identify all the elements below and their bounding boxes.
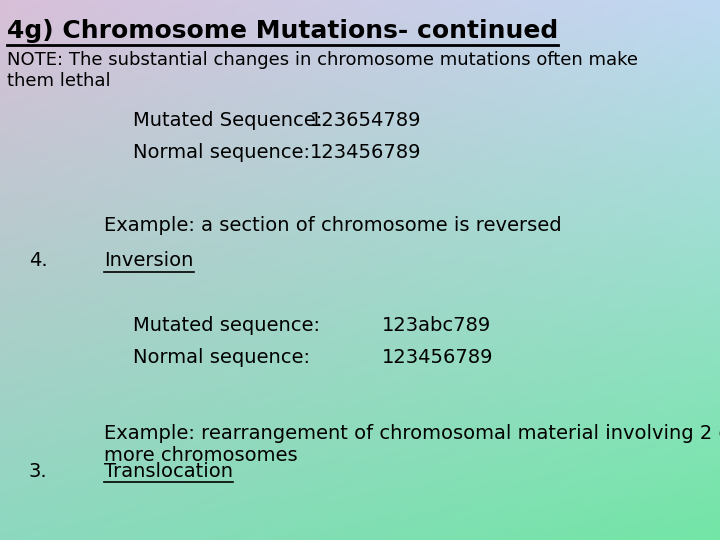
Text: Translocation: Translocation [104, 462, 233, 481]
Text: Mutated sequence:: Mutated sequence: [133, 316, 320, 335]
Text: 123456789: 123456789 [310, 143, 421, 162]
Text: 123abc789: 123abc789 [382, 316, 491, 335]
Text: 123654789: 123654789 [310, 111, 421, 130]
Text: NOTE: The substantial changes in chromosome mutations often make
them lethal: NOTE: The substantial changes in chromos… [7, 51, 638, 90]
Text: Example: rearrangement of chromosomal material involving 2 or
more chromosomes: Example: rearrangement of chromosomal ma… [104, 424, 720, 465]
Text: 123456789: 123456789 [382, 348, 493, 367]
Text: 3.: 3. [29, 462, 48, 481]
Text: Mutated Sequence:: Mutated Sequence: [133, 111, 323, 130]
Text: Normal sequence:: Normal sequence: [133, 348, 310, 367]
Text: 4g) Chromosome Mutations- continued: 4g) Chromosome Mutations- continued [7, 19, 559, 43]
Text: Normal sequence:: Normal sequence: [133, 143, 310, 162]
Text: 4.: 4. [29, 251, 48, 270]
Text: Inversion: Inversion [104, 251, 194, 270]
Text: Example: a section of chromosome is reversed: Example: a section of chromosome is reve… [104, 216, 562, 235]
